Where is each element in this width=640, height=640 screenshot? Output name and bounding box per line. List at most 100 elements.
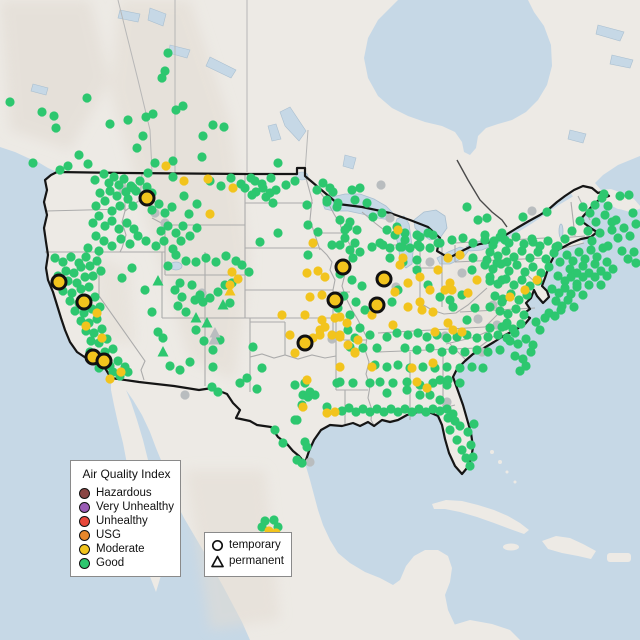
monitor-dot-good bbox=[132, 143, 142, 153]
monitor-dot-moderate bbox=[393, 225, 403, 235]
monitor-dot-good bbox=[337, 406, 347, 416]
monitor-dot-good bbox=[91, 231, 101, 241]
monitor-dot-good bbox=[156, 226, 166, 236]
monitor-dot-good bbox=[597, 193, 607, 203]
monitor-dot-moderate bbox=[161, 161, 171, 171]
monitor-dot-good bbox=[629, 247, 639, 257]
monitor-dot-good bbox=[569, 302, 579, 312]
monitor-dot-good bbox=[495, 345, 505, 355]
monitor-dot-good bbox=[442, 333, 452, 343]
monitor-dot-good bbox=[563, 295, 573, 305]
gulf-st-lawrence bbox=[597, 160, 640, 199]
monitor-dot-good bbox=[355, 323, 365, 333]
monitor-dot-good bbox=[403, 330, 413, 340]
aqi-legend-label: Moderate bbox=[96, 543, 145, 555]
monitor-dot-good bbox=[526, 347, 536, 357]
monitor-dot-good bbox=[5, 97, 15, 107]
monitor-triangle-good bbox=[217, 299, 229, 310]
monitor-dot-good bbox=[405, 243, 415, 253]
monitor-dot-good bbox=[382, 388, 392, 398]
monitor-dot-good bbox=[543, 236, 553, 246]
monitor-dot-good bbox=[107, 241, 117, 251]
monitor-highlight-moderate bbox=[296, 334, 314, 352]
monitor-dot-good bbox=[290, 380, 300, 390]
monitor-dot-good bbox=[572, 282, 582, 292]
monitor-dot-moderate bbox=[105, 374, 115, 384]
monitor-dot-good bbox=[566, 272, 576, 282]
monitor-dot-good bbox=[590, 259, 600, 269]
monitor-dot-good bbox=[372, 404, 382, 414]
monitor-dot-good bbox=[348, 378, 358, 388]
monitor-dot-good bbox=[213, 387, 223, 397]
aqi-legend-item: Unhealthy bbox=[79, 514, 174, 528]
monitor-dot-good bbox=[168, 172, 178, 182]
monitor-dot-good bbox=[242, 373, 252, 383]
monitor-dot-nodata bbox=[527, 206, 537, 216]
monitor-dot-moderate bbox=[290, 348, 300, 358]
monitor-dot-good bbox=[508, 324, 518, 334]
monitor-dot-good bbox=[435, 395, 445, 405]
monitor-dot-good bbox=[257, 522, 267, 532]
monitor-dot-moderate bbox=[116, 367, 126, 377]
monitor-dot-good bbox=[496, 259, 506, 269]
monitor-dot-moderate bbox=[447, 285, 457, 295]
monitor-dot-good bbox=[79, 308, 89, 318]
monitor-dot-good bbox=[603, 241, 613, 251]
monitor-dot-good bbox=[385, 243, 395, 253]
monitor-highlight-moderate bbox=[138, 189, 156, 207]
monitor-dot-good bbox=[303, 250, 313, 260]
monitor-dot-good bbox=[195, 290, 205, 300]
monitor-dot-good bbox=[332, 378, 342, 388]
aqi-swatch-icon bbox=[79, 515, 90, 527]
monitor-dot-good bbox=[550, 311, 560, 321]
monitor-dot-good bbox=[105, 119, 115, 129]
monitor-dot-good bbox=[469, 419, 479, 429]
monitor-dot-good bbox=[100, 221, 110, 231]
monitor-dot-good bbox=[184, 209, 194, 219]
monitor-dot-good bbox=[533, 247, 543, 257]
monitor-dot-good bbox=[509, 252, 519, 262]
monitor-dot-good bbox=[141, 112, 151, 122]
monitor-dot-good bbox=[160, 208, 170, 218]
monitor-dot-good bbox=[50, 253, 60, 263]
monitor-dot-good bbox=[375, 377, 385, 387]
monitor-dot-good bbox=[213, 287, 223, 297]
monitor-dot-good bbox=[512, 260, 522, 270]
monitor-dot-good bbox=[201, 253, 211, 263]
monitor-dot-good bbox=[179, 191, 189, 201]
monitor-triangle-good bbox=[152, 275, 164, 286]
monitor-dot-moderate bbox=[417, 305, 427, 315]
monitor-dot-good bbox=[509, 280, 519, 290]
monitor-dot-good bbox=[108, 367, 118, 377]
monitor-dot-good bbox=[167, 202, 177, 212]
monitor-dot-good bbox=[99, 169, 109, 179]
monitor-dot-moderate bbox=[367, 362, 377, 372]
monitor-dot-good bbox=[413, 240, 423, 250]
monitor-dot-good bbox=[129, 224, 139, 234]
monitor-dot-good bbox=[625, 231, 635, 241]
monitor-dot-good bbox=[580, 254, 590, 264]
monitor-dot-good bbox=[355, 183, 365, 193]
monitor-dot-good bbox=[521, 334, 531, 344]
bahamas bbox=[513, 480, 517, 484]
monitor-dot-good bbox=[163, 221, 173, 231]
monitor-dot-good bbox=[493, 279, 503, 289]
monitor-dot-good bbox=[360, 305, 370, 315]
monitor-dot-good bbox=[150, 158, 160, 168]
monitor-dot-moderate bbox=[428, 358, 438, 368]
monitor-dot-good bbox=[345, 217, 355, 227]
monitor-dot-good bbox=[505, 336, 515, 346]
monitor-dot-moderate bbox=[205, 209, 215, 219]
monitor-markers bbox=[5, 48, 640, 538]
monitor-dot-good bbox=[600, 210, 610, 220]
monitor-dot-moderate bbox=[277, 310, 287, 320]
monitor-dot-good bbox=[133, 231, 143, 241]
monitor-highlight-moderate bbox=[334, 258, 352, 276]
monitor-dot-good bbox=[535, 325, 545, 335]
monitor-dot-good bbox=[617, 246, 627, 256]
monitor-dot-nodata bbox=[305, 457, 315, 467]
monitor-dot-moderate bbox=[532, 275, 542, 285]
monitor-dot-moderate bbox=[97, 333, 107, 343]
monitor-dot-good bbox=[480, 230, 490, 240]
monitor-dot-moderate bbox=[412, 377, 422, 387]
